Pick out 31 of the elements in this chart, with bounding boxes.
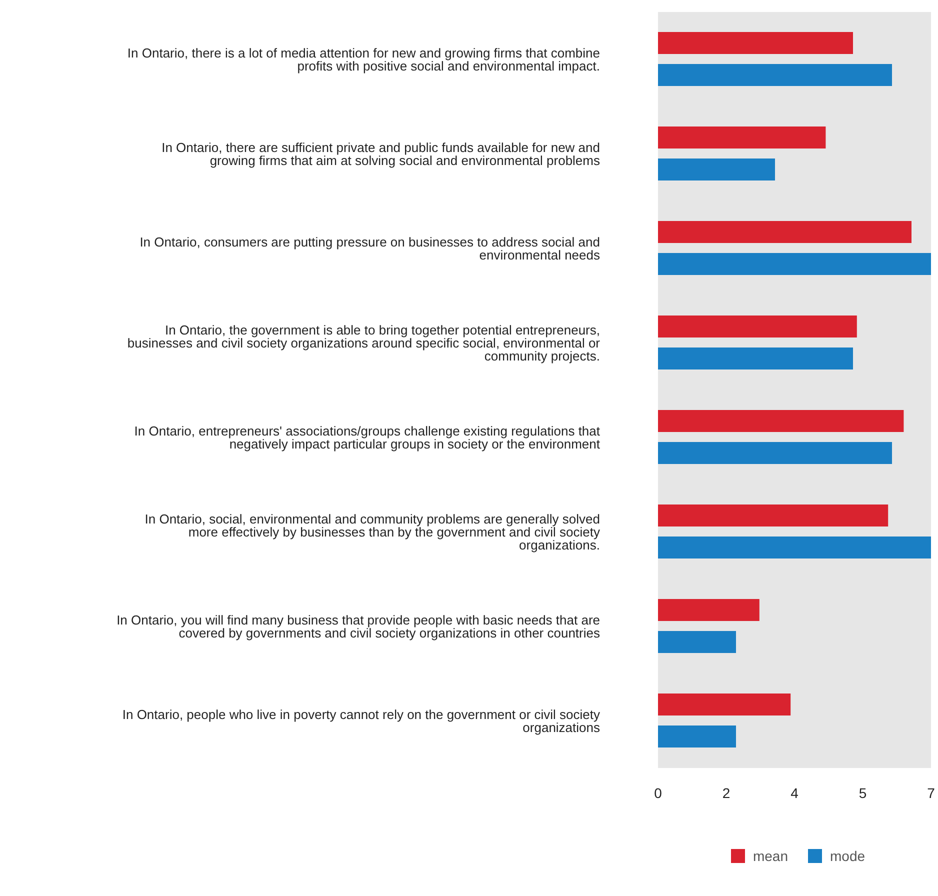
bar: [658, 410, 904, 432]
bar: [658, 32, 853, 54]
bar: [658, 442, 892, 464]
y-tick-label: In Ontario, social, environmental and community problems are generally solved more effectively by businesses than by the government and civil society organizations.: [144, 511, 600, 552]
bar: [658, 348, 853, 370]
x-tick-label: 4: [790, 784, 799, 801]
bar: [658, 126, 826, 148]
bar: [658, 504, 888, 526]
y-tick-label: In Ontario, consumers are putting pressure on businesses to address social and environmental needs: [140, 234, 600, 262]
bar: [658, 694, 791, 716]
bar: [658, 158, 775, 180]
bar: [658, 221, 912, 243]
y-tick-label: In Ontario, there are sufficient private and public funds available for new and growing firms that aim at solving social and environmental problems: [162, 140, 600, 168]
y-tick-label: In Ontario, there is a lot of media attention for new and growing firms that combine profits with positive social and environmental impact.: [127, 45, 600, 74]
y-tick-label: In Ontario, the government is able to bring together potential entrepreneurs, businesses and civil society organizations around specific social, environmental or community projects.: [127, 322, 601, 364]
y-tick-label: In Ontario, people who live in poverty cannot rely on the government or civil society organizations: [122, 706, 600, 735]
x-tick-label: 7: [927, 784, 936, 801]
y-tick-label: In Ontario, entrepreneurs' associations/groups challenge existing regulations that negatively impact particular groups in society or the environment: [134, 423, 600, 452]
x-tick-label: 0: [654, 784, 662, 801]
legend-label: mode: [830, 848, 866, 864]
bar: [658, 631, 736, 653]
bar: [658, 64, 892, 86]
bar: [658, 599, 760, 621]
x-tick-label: 5: [858, 784, 867, 801]
bar: [658, 726, 736, 748]
bar: [658, 253, 931, 275]
x-tick-label: 2: [722, 784, 730, 801]
bar: [658, 536, 931, 558]
bar: [658, 316, 857, 338]
legend-label: mean: [752, 848, 788, 864]
y-tick-label: In Ontario, you will find many business that provide people with basic needs that are covered by governments and civil society organizations in other countries: [116, 612, 600, 640]
